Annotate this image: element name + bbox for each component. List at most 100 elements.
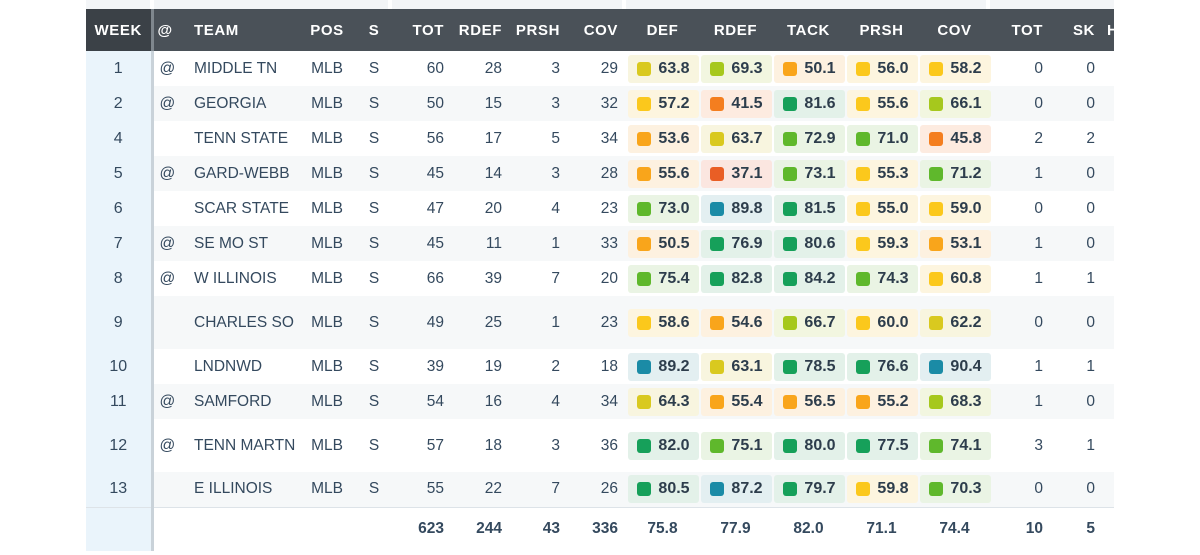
grade-value: 79.7 — [804, 480, 836, 498]
cell-rdef: 19 — [484, 357, 502, 375]
cell-sacks: 0 — [1086, 59, 1095, 77]
grade-tier-square-icon — [710, 61, 725, 76]
cell-team[interactable]: SAMFORD — [190, 384, 296, 419]
grade-tier-square-icon — [783, 96, 798, 111]
grade-pill: 63.7 — [701, 124, 772, 153]
cell-cov: 29 — [600, 59, 618, 77]
cell-s: S — [358, 226, 390, 261]
table-row[interactable]: 7 @ SE MO ST MLB S 45 11 1 33 50.5 76.9 80.6 59.3 53.… — [86, 226, 1114, 261]
grade-value: 53.6 — [658, 129, 690, 147]
col-header-pos[interactable]: POS — [296, 9, 358, 51]
grade-pill: 55.3 — [847, 159, 918, 188]
col-header-week[interactable]: WEEK — [86, 9, 154, 51]
cell-rdef: 28 — [484, 59, 502, 77]
col-header-tackles-tot[interactable]: TOT — [991, 9, 1051, 51]
col-header-grade-def[interactable]: DEF — [626, 9, 699, 51]
cell-team[interactable]: MIDDLE TN — [194, 59, 278, 77]
grade-value: 82.0 — [658, 436, 690, 454]
grade-tier-square-icon — [856, 96, 871, 111]
grade-pill: 54.6 — [701, 308, 772, 337]
cell-rdef: 15 — [452, 86, 510, 121]
table-row[interactable]: 13 E ILLINOIS MLB S 55 22 7 26 80.5 87.2 79.7 59.8 7… — [86, 472, 1114, 507]
col-header-grade-tack[interactable]: TACK — [772, 9, 845, 51]
grade-pill: 58.2 — [920, 54, 991, 83]
table-row[interactable]: 5 @ GARD-WEBB MLB S 45 14 3 28 55.6 37.1 73.1 55.3 71… — [86, 156, 1114, 191]
cell-tackles-tot: 3 — [1034, 436, 1043, 454]
cell-sacks: 0 — [1086, 199, 1095, 217]
grade-tier-square-icon — [783, 61, 798, 76]
col-header-rdef[interactable]: RDEF — [452, 9, 510, 51]
col-header-grade-rdef[interactable]: RDEF — [699, 9, 772, 51]
cell-hits — [1103, 86, 1114, 121]
grade-tier-square-icon — [783, 438, 798, 453]
grade-value: 55.0 — [877, 199, 909, 217]
cell-grade-tack: 80.6 — [772, 226, 845, 261]
header-group-segment — [990, 0, 1114, 9]
cell-tot: 60 — [426, 59, 444, 77]
cell-at: @ — [159, 269, 176, 287]
grade-tier-square-icon — [637, 201, 652, 216]
col-header-team[interactable]: TEAM — [190, 9, 296, 51]
cell-hits — [1103, 261, 1114, 296]
grade-tier-square-icon — [710, 315, 725, 330]
header-group-segment — [392, 0, 624, 9]
cell-week: 1 — [86, 51, 154, 86]
grade-tier-square-icon — [929, 359, 944, 374]
grade-value: 73.0 — [658, 199, 690, 217]
grade-value: 37.1 — [731, 164, 763, 182]
cell-team[interactable]: TENN MARTN — [194, 436, 296, 454]
table-row[interactable]: 10 LNDNWD MLB S 39 19 2 18 89.2 63.1 78.5 76.6 90.4 1… — [86, 349, 1114, 384]
cell-team[interactable]: W ILLINOIS — [194, 269, 277, 287]
grade-tier-square-icon — [856, 236, 871, 251]
cell-team[interactable]: CHARLES SO — [190, 296, 296, 349]
cell-team[interactable]: LNDNWD — [194, 357, 263, 375]
table-row[interactable]: 4 TENN STATE MLB S 56 17 5 34 53.6 63.7 72.9 71.0 45… — [86, 121, 1114, 156]
table-row[interactable]: 12 @ TENN MARTN MLB S 57 18 3 36 82.0 75.1 80.0 77.5… — [86, 419, 1114, 472]
col-header-sacks[interactable]: SK — [1051, 9, 1103, 51]
cell-grade-cov: 68.3 — [918, 384, 991, 419]
col-header-hits[interactable]: H — [1103, 9, 1114, 51]
cell-grade-rdef: 89.8 — [699, 191, 772, 226]
col-header-cov[interactable]: COV — [568, 9, 626, 51]
table-row[interactable]: 9 CHARLES SO MLB S 49 25 1 23 58.6 54.6 66.7 60.0 62… — [86, 296, 1114, 349]
cell-grade-tack: 73.1 — [772, 156, 845, 191]
cell-pos: MLB — [311, 129, 343, 147]
cell-at — [152, 121, 190, 156]
grade-pill: 55.4 — [701, 387, 772, 416]
table-row[interactable]: 8 @ W ILLINOIS MLB S 66 39 7 20 75.4 82.8 84.2 74.3 6… — [86, 261, 1114, 296]
total-grade-def: 75.8 — [626, 506, 699, 551]
grade-value: 50.1 — [804, 59, 836, 77]
grade-value: 59.0 — [950, 199, 982, 217]
table-row[interactable]: 1 @ MIDDLE TN MLB S 60 28 3 29 63.8 69.3 50.1 56.0 58… — [86, 51, 1114, 86]
cell-team[interactable]: TENN STATE — [194, 129, 289, 147]
table-row[interactable]: 6 SCAR STATE MLB S 47 20 4 23 73.0 89.8 81.5 55.0 59… — [86, 191, 1114, 226]
cell-team[interactable]: GARD-WEBB — [190, 156, 296, 191]
grade-value: 63.8 — [658, 59, 690, 77]
cell-team[interactable]: GEORGIA — [190, 86, 296, 121]
col-header-s[interactable]: S — [358, 9, 390, 51]
table-row[interactable]: 2 @ GEORGIA MLB S 50 15 3 32 57.2 41.5 81.6 55.6 66.1… — [86, 86, 1114, 121]
col-header-prsh[interactable]: PRSH — [510, 9, 568, 51]
grade-value: 45.8 — [950, 129, 982, 147]
col-header-grade-prsh[interactable]: PRSH — [845, 9, 918, 51]
cell-cov: 32 — [568, 86, 626, 121]
grade-tier-square-icon — [710, 236, 725, 251]
grade-pill: 50.5 — [628, 229, 699, 258]
cell-grade-def: 82.0 — [626, 419, 699, 472]
cell-team[interactable]: SE MO ST — [190, 226, 296, 261]
grade-tier-square-icon — [783, 166, 798, 181]
cell-week: 12 — [86, 419, 154, 472]
grade-tier-square-icon — [783, 482, 798, 497]
cell-grade-cov: 60.8 — [918, 261, 991, 296]
table-row[interactable]: 11 @ SAMFORD MLB S 54 16 4 34 64.3 55.4 56.5 55.2 68.… — [86, 384, 1114, 419]
grade-tier-square-icon — [710, 482, 725, 497]
cell-team[interactable]: SCAR STATE — [194, 199, 290, 217]
cell-prsh: 2 — [551, 357, 560, 375]
cell-cov: 34 — [568, 384, 626, 419]
grade-tier-square-icon — [710, 438, 725, 453]
col-header-at[interactable]: @ — [152, 9, 190, 51]
cell-grade-prsh: 60.0 — [845, 296, 918, 349]
col-header-grade-cov[interactable]: COV — [918, 9, 991, 51]
col-header-tot[interactable]: TOT — [390, 9, 452, 51]
cell-team[interactable]: E ILLINOIS — [190, 472, 296, 507]
